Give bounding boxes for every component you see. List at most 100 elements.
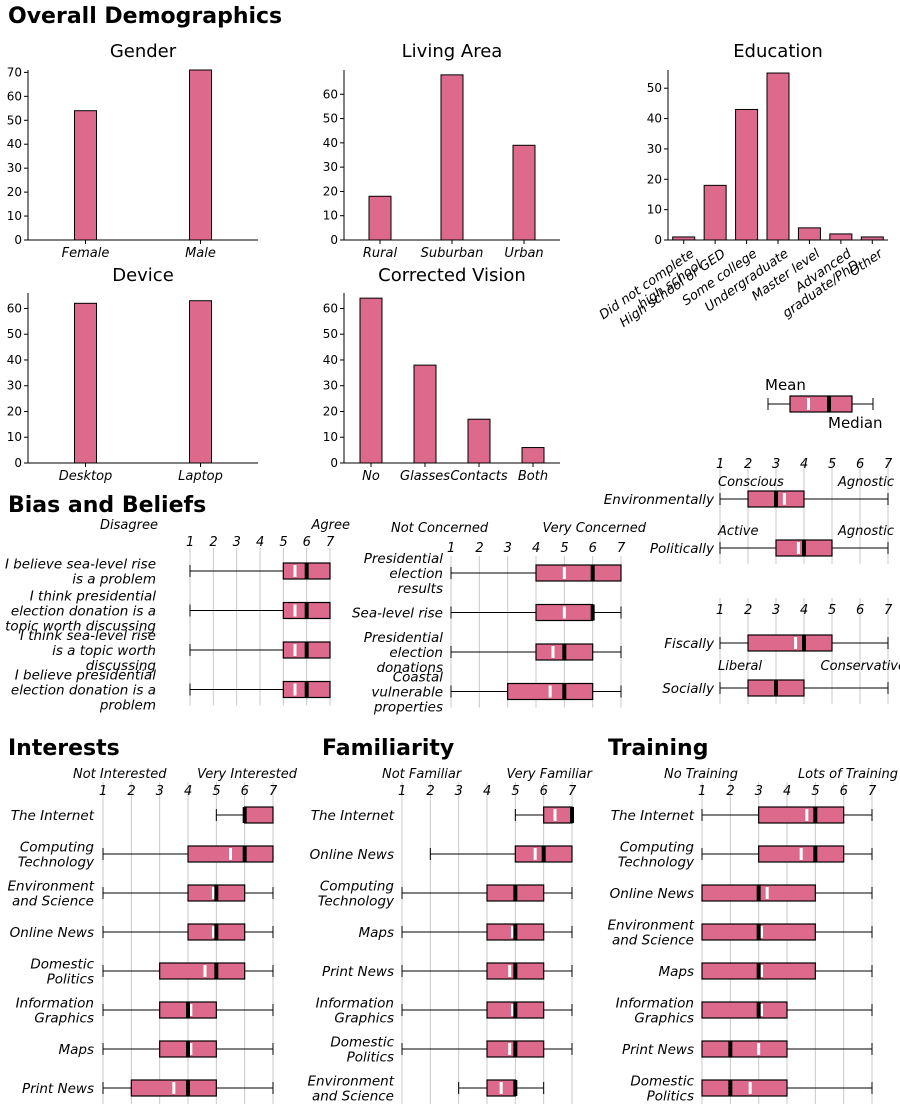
row-label-interests-6: Maps bbox=[58, 1042, 94, 1058]
y-tick-label-vision: 10 bbox=[323, 430, 338, 444]
y-tick-label-living: 0 bbox=[330, 233, 338, 247]
row-label-line: Politics bbox=[47, 972, 94, 988]
row-label-interests-2: Environment and Science bbox=[8, 879, 95, 910]
box-chart-politics: Active Agnostic Politically bbox=[650, 514, 894, 564]
y-tick-label-education: 30 bbox=[647, 142, 662, 156]
y-tick-label-device: 60 bbox=[7, 301, 22, 315]
scale-number-training: 2 bbox=[726, 784, 734, 799]
mean-mark-beliefs-2 bbox=[293, 644, 297, 656]
box-chart-fiscal: 1 2 3 4 5 6 7 Liberal Conservative Fiscally Social… bbox=[662, 598, 900, 704]
row-label-familiarity-2: Computing Technology bbox=[318, 879, 395, 910]
row-label-line: vulnerable bbox=[371, 685, 443, 701]
box-training-5 bbox=[701, 1001, 788, 1019]
median-mark-training-7 bbox=[728, 1080, 733, 1096]
y-tick-label-device: 30 bbox=[7, 379, 22, 393]
box-training-6 bbox=[701, 1040, 788, 1058]
row-label-line: and Science bbox=[12, 894, 94, 910]
bar-chart-gender: Gender 0 10 20 30 40 50 60 70 Female Male bbox=[7, 41, 258, 261]
box-concern-0 bbox=[535, 564, 622, 582]
row-label-line: Fiscally bbox=[664, 636, 715, 652]
row-label-line: Online News bbox=[310, 847, 394, 863]
scale-number-beliefs: 3 bbox=[233, 535, 241, 550]
scale-number-concern: 5 bbox=[560, 541, 568, 556]
row-label-fiscal-1: Socially bbox=[662, 681, 715, 697]
bar-education-2 bbox=[735, 108, 759, 241]
row-label-line: I think sea-level rise bbox=[20, 628, 156, 644]
box-interests-4 bbox=[159, 962, 246, 980]
box-chart-concern: 1 2 3 4 5 6 7 Not Concerned Very Concerned Presid… bbox=[352, 521, 647, 716]
row-label-line: is a topic worth bbox=[52, 643, 156, 659]
row-label-line: Graphics bbox=[634, 1011, 694, 1027]
y-tick-label-education: 50 bbox=[647, 81, 662, 95]
mean-mark-concern-2 bbox=[551, 646, 555, 658]
row-label-training-4: Maps bbox=[658, 964, 694, 980]
scale-number-beliefs: 7 bbox=[326, 535, 335, 550]
row-label-familiarity-3: Maps bbox=[358, 925, 394, 941]
y-tick-label-education: 20 bbox=[647, 172, 662, 186]
row-label-training-2: Online News bbox=[610, 886, 694, 902]
median-mark-training-3 bbox=[756, 924, 761, 940]
mean-mark-familiarity-3 bbox=[511, 926, 514, 938]
bar-living-0 bbox=[368, 195, 392, 241]
x-tick-label-vision: Both bbox=[518, 469, 548, 484]
y-tick-label-device: 50 bbox=[7, 327, 22, 341]
box-training-0 bbox=[758, 806, 845, 824]
median-mark-familiarity-1 bbox=[541, 846, 546, 862]
legend-median-label: Median bbox=[828, 414, 883, 432]
median-mark-beliefs-2 bbox=[304, 642, 309, 658]
scale-number-interests: 3 bbox=[156, 784, 164, 799]
mean-mark-training-0 bbox=[805, 809, 809, 821]
row-label-line: Graphics bbox=[34, 1011, 94, 1027]
median-mark-familiarity-0 bbox=[570, 807, 574, 823]
scale-number-concern: 6 bbox=[589, 541, 597, 556]
scale-low-label-beliefs: Disagree bbox=[100, 518, 158, 533]
row-label-beliefs-2: I think sea-level rise is a topic worth di… bbox=[20, 628, 156, 674]
scale-number-environment: 4 bbox=[800, 457, 808, 472]
y-tick-label-vision: 0 bbox=[330, 456, 338, 470]
row-label-line: Online News bbox=[10, 925, 94, 941]
row-label-line: Domestic bbox=[630, 1074, 694, 1090]
box-chart-familiarity: 1 2 3 4 5 6 7 Not Familiar Very Familiar The Inte… bbox=[308, 767, 594, 1105]
scale-number-training: 3 bbox=[755, 784, 763, 799]
row-label-familiarity-1: Online News bbox=[310, 847, 394, 863]
y-tick-label-gender: 30 bbox=[7, 161, 22, 175]
bar-vision-0 bbox=[359, 297, 383, 464]
scale-low-label-fiscal: Liberal bbox=[718, 659, 762, 674]
x-tick-label-gender: Male bbox=[185, 246, 216, 261]
scale-number-familiarity: 6 bbox=[540, 784, 548, 799]
scale-low-label-politics: Active bbox=[717, 524, 758, 539]
row-label-line: Environment bbox=[608, 918, 695, 934]
row-label-training-1: Computing Technology bbox=[618, 840, 695, 871]
bar-chart-vision: Corrected Vision 0 10 20 30 40 50 60 No Glasses Co… bbox=[323, 265, 560, 484]
row-label-line: Computing bbox=[320, 879, 395, 895]
row-label-line: Domestic bbox=[30, 957, 94, 973]
box-chart-beliefs: 1 2 3 4 5 6 7 Disagree Agree I believe sea-level … bbox=[5, 518, 350, 714]
scale-number-environment: 1 bbox=[716, 457, 724, 472]
row-label-line: Socially bbox=[662, 681, 715, 697]
mean-mark-interests-3 bbox=[212, 926, 215, 938]
row-label-line: Sea-level rise bbox=[352, 606, 443, 622]
median-mark-interests-2 bbox=[214, 885, 219, 901]
scale-high-label-concern: Very Concerned bbox=[542, 521, 646, 536]
y-tick-label-education: 0 bbox=[654, 233, 662, 247]
scale-low-label-concern: Not Concerned bbox=[391, 521, 489, 536]
row-label-familiarity-4: Print News bbox=[322, 964, 394, 980]
scale-number-familiarity: 3 bbox=[455, 784, 463, 799]
median-mark-training-6 bbox=[728, 1041, 733, 1057]
row-label-line: and Science bbox=[312, 1089, 394, 1105]
mean-mark-interests-5 bbox=[189, 1004, 193, 1016]
row-label-training-5: Information Graphics bbox=[616, 996, 694, 1027]
median-mark-training-1 bbox=[813, 846, 818, 862]
row-label-line: donations bbox=[376, 660, 443, 676]
row-label-line: Politics bbox=[347, 1050, 394, 1066]
mean-mark-concern-0 bbox=[562, 567, 566, 579]
row-label-line: Environment bbox=[8, 879, 95, 895]
scale-number-interests: 7 bbox=[269, 784, 278, 799]
box-fiscal-0 bbox=[747, 634, 833, 652]
scale-number-interests: 4 bbox=[184, 784, 192, 799]
row-label-interests-4: Domestic Politics bbox=[30, 957, 94, 988]
scale-number-fiscal: 4 bbox=[800, 603, 808, 618]
scale-number-fiscal: 6 bbox=[856, 603, 864, 618]
median-mark-beliefs-3 bbox=[304, 681, 309, 698]
scale-number-training: 6 bbox=[840, 784, 848, 799]
